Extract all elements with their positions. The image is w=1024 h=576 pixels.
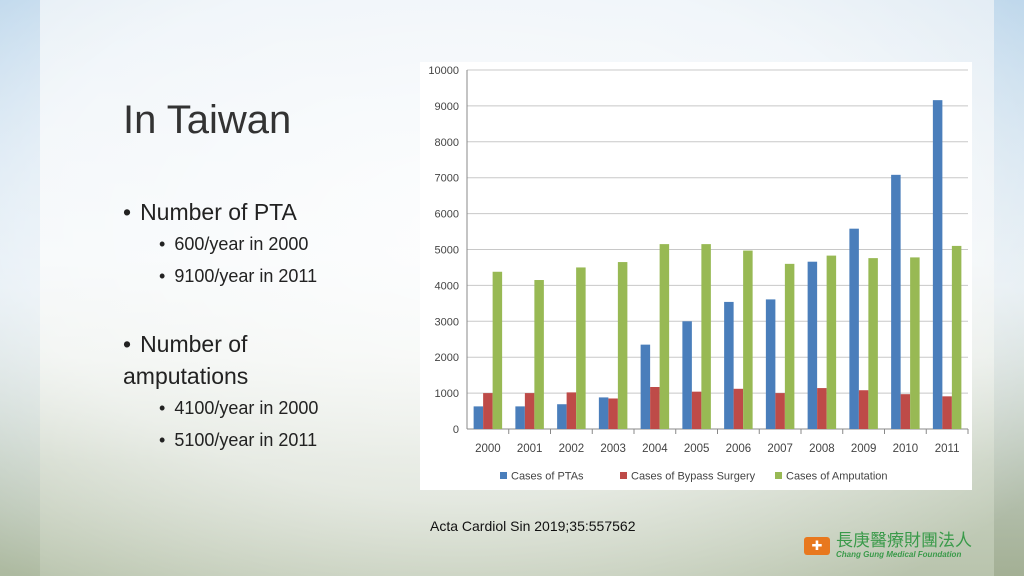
legend-label: Cases of Amputation xyxy=(786,471,888,483)
legend-swatch xyxy=(775,472,782,479)
bar-cases-of-ptas xyxy=(640,344,651,429)
bar-cases-of-ptas xyxy=(682,321,692,429)
x-tick-label: 2010 xyxy=(893,443,919,455)
bar-cases-of-amputation xyxy=(826,255,837,429)
y-tick-label: 10000 xyxy=(428,65,459,77)
logo-english: Chang Gung Medical Foundation xyxy=(836,550,962,559)
chart-panel: 0 1000 2000 3000 4000 5000 6000 7000 8000 9000 100… xyxy=(420,62,972,490)
bar-cases-of-bypass-surgery xyxy=(691,391,702,429)
bullet-amputations-text: Number of amputations xyxy=(123,331,249,389)
x-tick-label: 2001 xyxy=(517,443,543,455)
x-tick-label: 2004 xyxy=(642,443,668,455)
bar-cases-of-bypass-surgery xyxy=(608,398,618,429)
sub-bullet: 5100/year in 2011 xyxy=(123,424,323,456)
bar-cases-of-bypass-surgery xyxy=(900,394,911,429)
y-tick-label: 6000 xyxy=(435,209,459,221)
bar-cases-of-bypass-surgery xyxy=(775,393,785,429)
bar-cases-of-ptas xyxy=(473,406,484,429)
bar-cases-of-bypass-surgery xyxy=(858,390,869,429)
bar-cases-of-bypass-surgery xyxy=(942,396,952,429)
bar-cases-of-bypass-surgery xyxy=(733,388,744,429)
y-tick-label: 7000 xyxy=(435,173,459,185)
bar-cases-of-ptas xyxy=(724,301,734,429)
bar-chart: 0 1000 2000 3000 4000 5000 6000 7000 8000 9000 100… xyxy=(428,65,969,483)
sub-bullet: 4100/year in 2000 xyxy=(123,392,323,424)
y-tick-label: 0 xyxy=(453,424,459,436)
bar-cases-of-ptas xyxy=(515,406,525,429)
legend-label: Cases of Bypass Surgery xyxy=(631,471,756,483)
bar-cases-of-amputation xyxy=(617,262,628,429)
y-tick-label: 9000 xyxy=(435,101,459,113)
bar-cases-of-amputation xyxy=(743,250,753,429)
bar-cases-of-bypass-surgery xyxy=(650,386,660,429)
foundation-logo: ✚ 長庚醫療財團法人 Chang Gung Medical Foundation xyxy=(804,532,972,559)
x-tick-label: 2006 xyxy=(726,443,752,455)
bar-cases-of-bypass-surgery xyxy=(566,392,577,429)
x-tick-label: 2007 xyxy=(767,443,793,455)
citation: Acta Cardiol Sin 2019;35:557562 xyxy=(430,518,636,534)
y-tick-label: 5000 xyxy=(435,245,459,257)
bar-cases-of-ptas xyxy=(598,397,609,429)
bullet-list: Number of PTA 600/year in 2000 9100/year… xyxy=(123,196,323,456)
bar-cases-of-ptas xyxy=(557,404,567,429)
bullet-amputations: Number of amputations xyxy=(123,328,323,392)
bar-cases-of-amputation xyxy=(951,245,962,429)
bar-cases-of-ptas xyxy=(765,299,776,429)
bar-cases-of-amputation xyxy=(659,244,670,429)
x-tick-label: 2011 xyxy=(935,443,960,455)
y-tick-label: 3000 xyxy=(435,316,459,328)
x-tick-label: 2009 xyxy=(851,443,877,455)
bar-cases-of-amputation xyxy=(492,271,503,429)
x-tick-label: 2002 xyxy=(559,443,585,455)
bar-cases-of-bypass-surgery xyxy=(817,388,827,429)
legend-swatch xyxy=(500,472,507,479)
bar-cases-of-amputation xyxy=(868,258,878,429)
bar-cases-of-ptas xyxy=(891,174,901,429)
x-tick-label: 2000 xyxy=(475,443,501,455)
bar-cases-of-amputation xyxy=(784,263,795,429)
bar-cases-of-bypass-surgery xyxy=(483,393,493,429)
y-tick-label: 2000 xyxy=(435,352,459,364)
bar-cases-of-amputation xyxy=(701,244,711,429)
x-tick-label: 2003 xyxy=(600,443,626,455)
y-tick-label: 4000 xyxy=(435,280,459,292)
y-tick-label: 1000 xyxy=(435,388,459,400)
bar-cases-of-ptas xyxy=(849,228,859,429)
legend-label: Cases of PTAs xyxy=(511,471,584,483)
bar-cases-of-amputation xyxy=(534,280,544,429)
bar-cases-of-ptas xyxy=(807,261,818,429)
legend-swatch xyxy=(620,472,627,479)
x-tick-label: 2008 xyxy=(809,443,835,455)
bar-cases-of-ptas xyxy=(932,100,943,429)
bar-cases-of-amputation xyxy=(576,267,586,429)
bar-cases-of-amputation xyxy=(910,257,920,429)
bullet-pta: Number of PTA xyxy=(123,196,323,228)
sub-bullet: 9100/year in 2011 xyxy=(123,260,323,292)
sub-bullet: 600/year in 2000 xyxy=(123,228,323,260)
bar-cases-of-bypass-surgery xyxy=(524,393,535,429)
x-tick-label: 2005 xyxy=(684,443,710,455)
logo-chinese: 長庚醫療財團法人 xyxy=(836,531,972,550)
y-tick-label: 8000 xyxy=(435,137,459,149)
slide-title: In Taiwan xyxy=(123,98,292,142)
cross-logo-icon: ✚ xyxy=(804,536,830,555)
